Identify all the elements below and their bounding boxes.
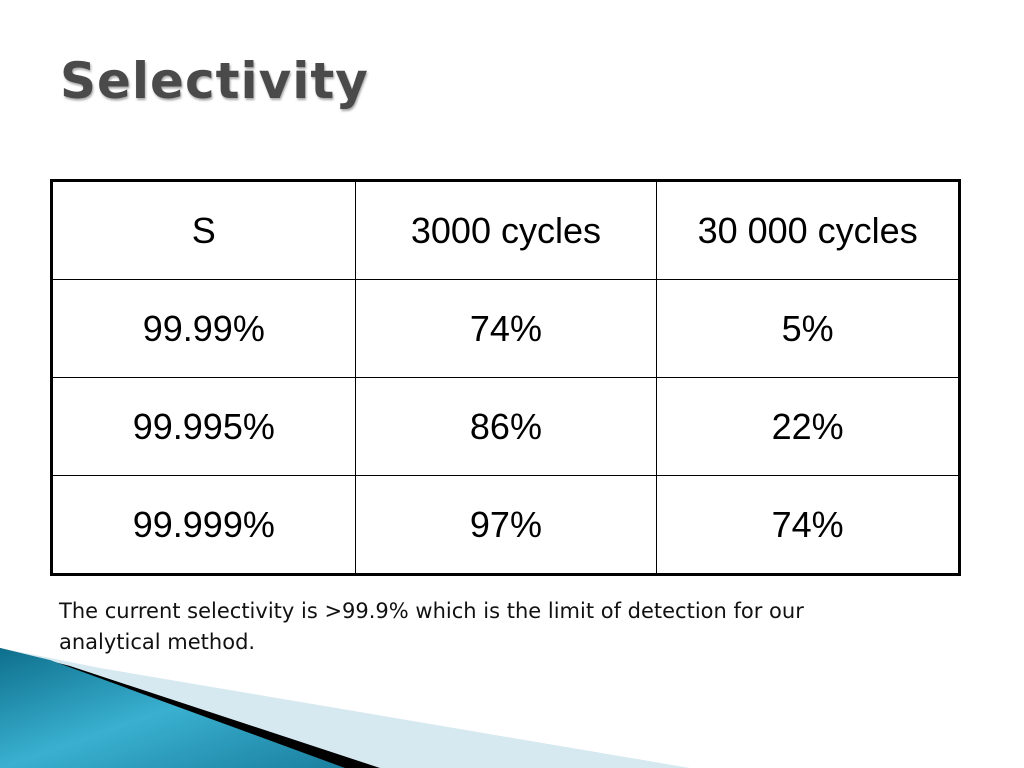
table-cell: 5% <box>656 279 960 378</box>
table-cell: 97% <box>354 475 658 575</box>
table-cell: 86% <box>354 377 658 476</box>
header-cell: 30 000 cycles <box>656 180 960 280</box>
table-row: 99.995% 86% 22% <box>51 377 960 476</box>
table-header-row: S 3000 cycles 30 000 cycles <box>51 180 960 280</box>
table-row: 99.999% 97% 74% <box>51 475 960 575</box>
table-cell: 74% <box>354 279 658 378</box>
table-cell: 99.999% <box>51 475 356 575</box>
table-cell: 99.99% <box>51 279 356 378</box>
table-cell: 74% <box>656 475 960 575</box>
caption-text: The current selectivity is >99.9% which … <box>59 599 804 654</box>
table-cell: 99.995% <box>51 377 356 476</box>
table-cell: 22% <box>656 377 960 476</box>
selectivity-table: S 3000 cycles 30 000 cycles 99.99% 74% 5… <box>50 179 961 576</box>
slide-title: Selectivity <box>60 52 369 110</box>
table-row: 99.99% 74% 5% <box>51 279 960 378</box>
header-cell: 3000 cycles <box>354 180 658 280</box>
header-cell: S <box>51 180 356 280</box>
